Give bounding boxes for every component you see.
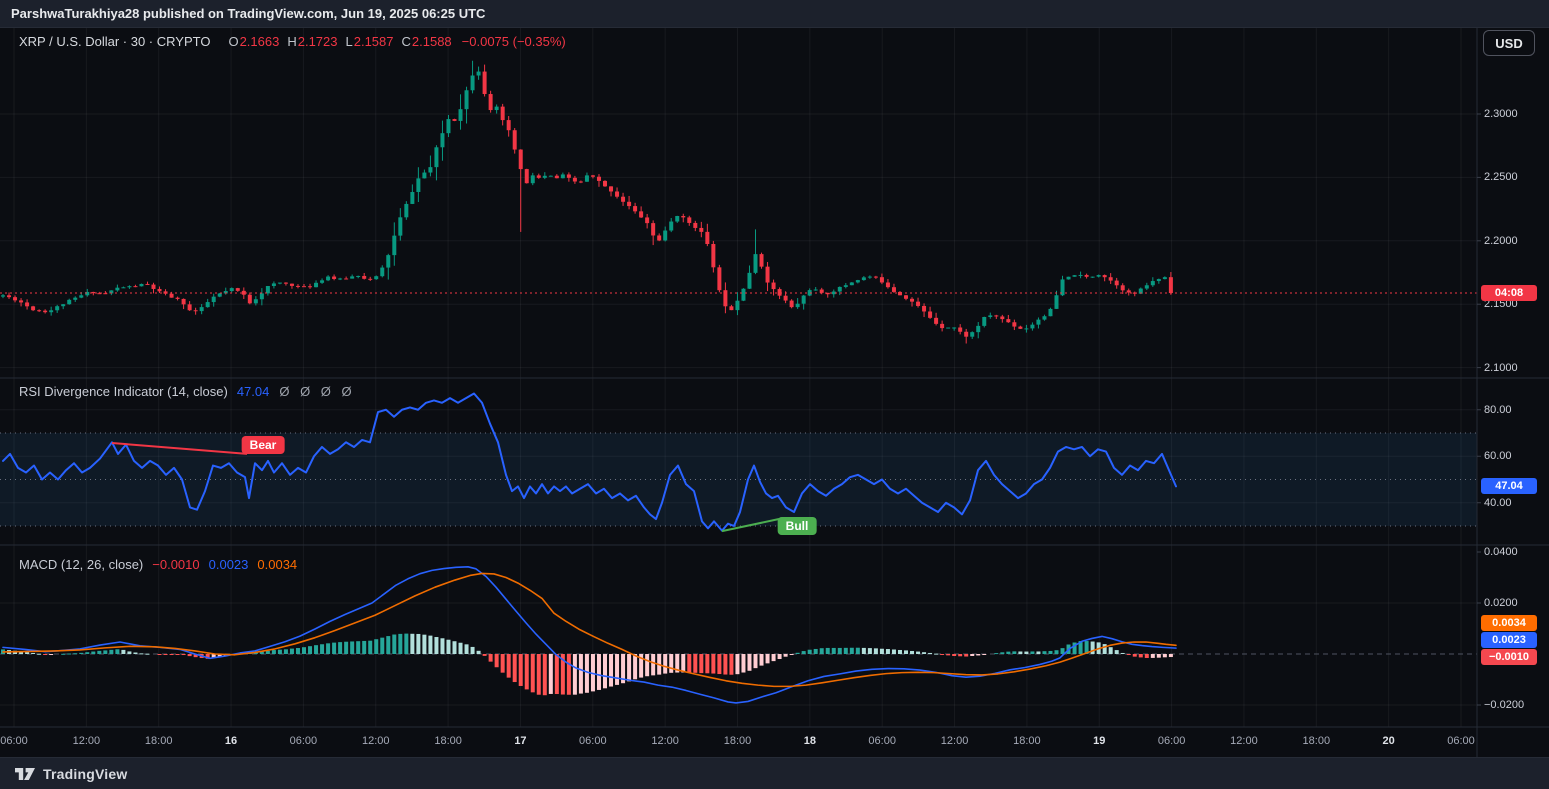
macd-macd-badge: 0.0023 xyxy=(1481,631,1537,648)
time-axis-label: 06:00 xyxy=(0,735,28,747)
bull-divergence-label: Bull xyxy=(777,517,817,535)
rsi-value: 47.04 xyxy=(236,384,270,399)
close-value: 2.1588 xyxy=(411,34,452,49)
low-label: L xyxy=(345,34,353,49)
bar-countdown-badge: 04:08 xyxy=(1481,285,1537,302)
macd-hist-badge: −0.0010 xyxy=(1481,648,1537,665)
macd-header: MACD (12, 26, close) −0.0010 0.0023 0.0034 xyxy=(19,557,297,572)
time-axis-label: 18:00 xyxy=(434,735,462,747)
price-axis-label: 2.3000 xyxy=(1484,108,1518,120)
currency-toggle-button[interactable]: USD xyxy=(1483,30,1535,56)
macd-hist-value: −0.0010 xyxy=(152,557,200,572)
macd-axis-label: 0.0400 xyxy=(1484,546,1518,558)
price-change: −0.0075 (−0.35%) xyxy=(461,34,566,49)
time-axis-label: 18:00 xyxy=(723,735,752,747)
time-axis-day-label: 16 xyxy=(224,735,238,747)
bear-divergence-label: Bear xyxy=(241,436,285,454)
rsi-header: RSI Divergence Indicator (14, close) 47.0… xyxy=(19,384,352,399)
close-label: C xyxy=(401,34,411,49)
low-value: 2.1587 xyxy=(353,34,394,49)
price-axis-label: 2.2500 xyxy=(1484,171,1518,184)
price-axis-label: 2.1500 xyxy=(1484,298,1518,311)
snapshot-title-bar: ParshwaTurakhiya28 published on TradingV… xyxy=(0,0,1549,28)
time-axis-label: 06:00 xyxy=(1447,735,1475,747)
time-axis-label: 06:00 xyxy=(868,735,896,747)
time-axis-label: 06:00 xyxy=(289,735,318,747)
time-axis-label: 12:00 xyxy=(651,735,679,747)
macd-signal-badge: 0.0034 xyxy=(1481,614,1537,631)
high-value: 2.1723 xyxy=(297,34,338,49)
time-axis-day-label: 20 xyxy=(1382,735,1395,747)
rsi-params: Ø Ø Ø Ø xyxy=(279,384,352,399)
time-axis-label: 06:00 xyxy=(1157,735,1186,747)
tradingview-wordmark: TradingView xyxy=(43,765,128,782)
rsi-value-badge: 47.04 xyxy=(1481,478,1537,495)
rsi-indicator-title[interactable]: RSI Divergence Indicator (14, close) xyxy=(19,384,228,399)
attribution-bar: TradingView xyxy=(0,757,1549,789)
tradingview-logo-icon xyxy=(15,767,35,780)
price-axis-label: 2.1000 xyxy=(1484,361,1518,374)
time-axis-label: 12:00 xyxy=(361,735,390,747)
macd-indicator-title[interactable]: MACD (12, 26, close) xyxy=(19,557,144,572)
snapshot-title: ParshwaTurakhiya28 published on TradingV… xyxy=(11,6,486,21)
rsi-axis-label: 40.00 xyxy=(1484,496,1512,509)
time-axis-day-label: 17 xyxy=(514,735,527,747)
ohlc-readout: O2.1663 H2.1723 L2.1587 C2.1588 xyxy=(220,34,451,49)
time-axis-label: 18:00 xyxy=(144,735,173,747)
macd-axis-label: 0.0200 xyxy=(1484,597,1518,609)
tradingview-link[interactable]: TradingView xyxy=(14,765,127,783)
time-axis-day-label: 19 xyxy=(1093,735,1106,747)
rsi-axis-label: 80.00 xyxy=(1484,403,1512,416)
price-axis-label: 2.2000 xyxy=(1484,234,1518,247)
time-axis-label: 12:00 xyxy=(1230,735,1258,747)
symbol-header: XRP / U.S. Dollar · 30 · CRYPTO O2.1663 H2… xyxy=(19,34,566,49)
time-axis-day-label: 18 xyxy=(803,735,816,747)
rsi-axis-label: 60.00 xyxy=(1484,450,1512,463)
macd-axis-label: −0.0200 xyxy=(1484,699,1525,711)
symbol-title[interactable]: XRP / U.S. Dollar · 30 · CRYPTO xyxy=(19,34,211,49)
time-axis-label: 18:00 xyxy=(1302,735,1331,747)
time-axis-label: 12:00 xyxy=(940,735,969,747)
price-axis[interactable]: 2.3000 2.2500 2.2000 2.1500 2.1000 80.00 60.00… xyxy=(1477,28,1549,757)
time-axis-label: 12:00 xyxy=(72,735,101,747)
macd-line-value: 0.0023 xyxy=(208,557,249,572)
time-axis-label: 06:00 xyxy=(579,735,607,747)
open-label: O xyxy=(228,34,239,49)
macd-signal-value: 0.0034 xyxy=(257,557,298,572)
time-axis-label: 18:00 xyxy=(1013,735,1041,747)
open-value: 2.1663 xyxy=(239,34,280,49)
high-label: H xyxy=(287,34,297,49)
time-axis[interactable]: 06:00 12:00 18:00 16 06:00 12:00 18:00 17 06:00 1… xyxy=(0,727,1477,757)
